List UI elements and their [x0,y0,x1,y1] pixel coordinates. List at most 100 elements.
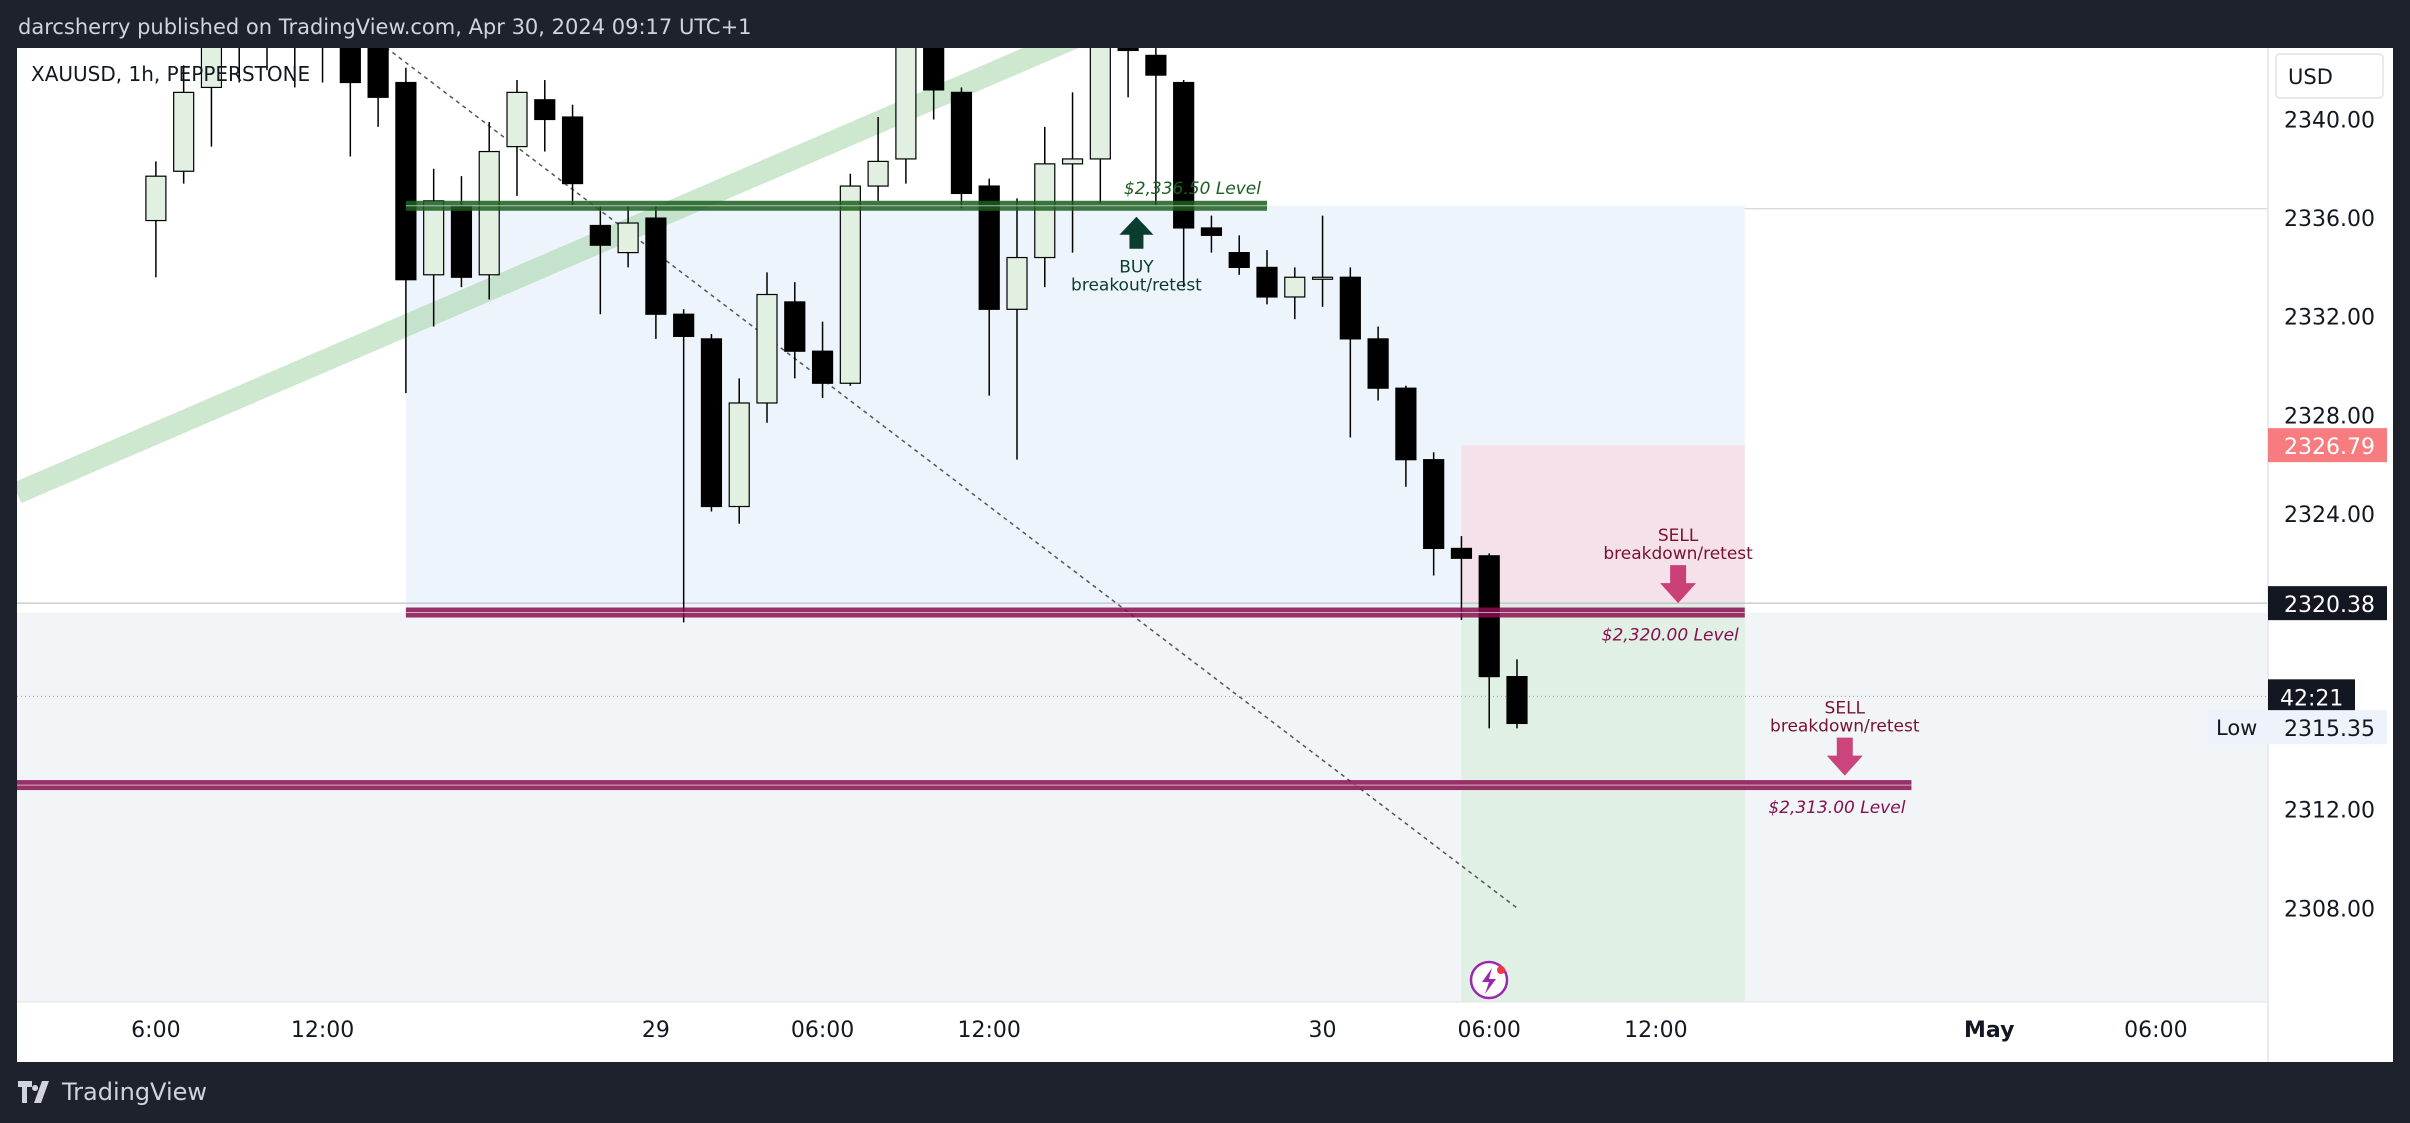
candle [756,272,778,423]
candle [266,48,268,71]
candle [1061,92,1084,253]
candle [1173,80,1195,288]
candle [784,282,806,379]
candle-body [811,350,834,384]
position-stop-zone [1461,445,1745,604]
time-tick-label: 29 [642,1018,670,1043]
price-tick-label: 2336.00 [2284,207,2375,232]
candle-body [645,217,667,315]
time-tick-label: 06:00 [2124,1018,2187,1043]
currency-label: USD [2288,65,2333,89]
candle [1311,215,1334,307]
candle-body [1228,252,1250,268]
candle-body [1061,158,1084,165]
current-price-tag: 2320.38 [2268,586,2387,621]
time-axis-bg [17,1002,2267,1062]
current-price-tag-value: 2320.38 [2284,593,2375,618]
candle-body [700,338,723,508]
candle [450,176,473,288]
candle-body [1367,338,1389,389]
candle [1256,250,1278,305]
candle-body [1145,54,1167,76]
alert-lightning-icon [1469,960,1509,1000]
sell-arrow-icon [1660,565,1697,604]
candle [395,67,417,394]
candle [700,333,723,512]
candle-body [1450,547,1473,559]
currency-badge: USD [2275,53,2384,99]
footer-bar: TradingView [0,1064,2410,1123]
candle-body [756,293,778,404]
signal-label: breakdown/retest [1770,717,1920,737]
current-price-tag-box [2268,586,2387,621]
candle [645,205,667,339]
candle-body [423,200,445,276]
signal-label: breakout/retest [1071,276,1202,296]
tradingview-logo[interactable]: TradingView [18,1078,207,1106]
candle-body [978,185,1000,310]
price-axis-bg [2268,48,2393,1062]
time-tick-label: 6:00 [131,1018,180,1043]
candle [294,48,296,88]
candle-body [784,301,806,352]
candle [1145,48,1167,206]
candle-body [367,48,389,98]
time-tick-label: 12:00 [1624,1018,1687,1043]
low-label-box [2208,710,2268,745]
candle [561,104,584,206]
signal-label: breakdown/retest [1603,544,1753,564]
candle [1200,215,1223,253]
candle-body [561,116,584,185]
candle [867,117,889,201]
candle [321,48,324,83]
alert-bolt [1482,968,1496,994]
candle [923,48,945,120]
countdown-box [2268,679,2355,714]
price-tick-label: 2324.00 [2284,503,2375,528]
currency-box [2275,53,2384,99]
stop-price-tag: 2326.79 [2268,428,2387,463]
candle-body [1173,81,1195,229]
candle-body [895,48,917,160]
candle-body [1339,276,1361,340]
symbol-label: XAUUSD, 1h, PEPPERSTONE [31,62,311,86]
candle [950,87,973,209]
price-tick-label: 2308.00 [2284,897,2375,922]
candle [589,205,611,315]
low-price-tag: Low 2315.35 [2208,710,2387,745]
candle [1089,48,1111,204]
candle-body [839,185,861,384]
candlestick-chart[interactable]: $2,336.50 Level $2,320.00 Level $2,313.00 … [17,48,2393,1062]
candle [173,65,195,184]
candle-body [339,48,361,84]
candle [1395,385,1417,487]
candle [1450,536,1473,620]
alert-dot [1497,966,1505,974]
publisher-bar: darcsherry published on TradingView.com,… [0,0,2410,48]
candle [728,378,750,524]
candle-body [1006,256,1028,310]
chart-frame[interactable]: $2,336.50 Level $2,320.00 Level $2,313.00 … [17,48,2393,1062]
candle [200,48,223,147]
candle-body [1284,276,1306,298]
stop-price-tag-value: 2326.79 [2284,435,2375,460]
countdown-tag: 42:21 [2268,679,2355,714]
signal-label: BUY [1119,258,1154,278]
candle-body [673,313,695,338]
candle-body [923,48,945,91]
trend-channel-band [17,48,1079,504]
level-label: $2,313.00 Level [1768,798,1905,818]
countdown-value: 42:21 [2280,686,2343,711]
descending-trendline [385,48,1518,909]
candle [895,48,917,184]
time-tick-label: 12:00 [958,1018,1021,1043]
candle [673,309,695,623]
price-tick-label: 2332.00 [2284,306,2375,331]
time-tick-label: 06:00 [791,1018,854,1043]
signal-label: SELL [1825,699,1866,719]
candle-body [478,150,500,276]
level-label: $2,320.00 Level [1602,626,1739,646]
publisher-text: darcsherry published on TradingView.com,… [18,15,752,39]
